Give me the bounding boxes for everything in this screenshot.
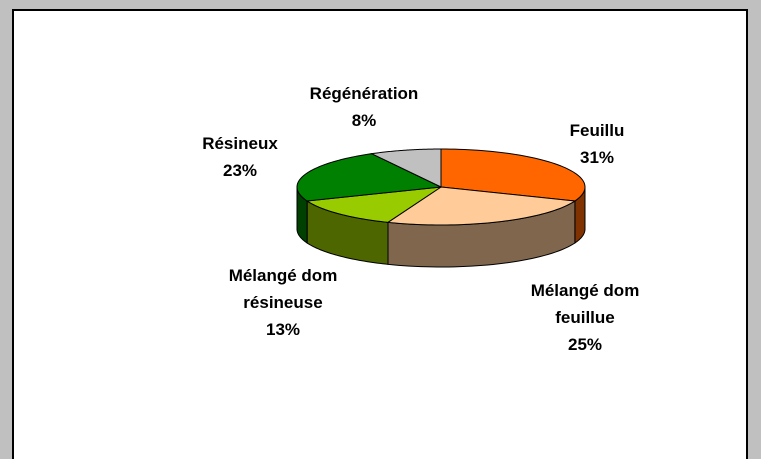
category-name: Mélangé dom résineuse	[228, 266, 338, 312]
slice-label: Mélangé dom feuillue 25%	[520, 277, 650, 358]
slice	[369, 148, 442, 188]
slice-label: Régénération 8%	[289, 80, 439, 134]
category-name: Feuillu	[569, 121, 625, 140]
slice-label: Mélangé dom résineuse 13%	[228, 262, 338, 343]
category-name: Résineux	[202, 134, 278, 153]
slice-label: Feuillu 31%	[557, 117, 637, 171]
value-label: 31%	[579, 148, 615, 167]
slice	[305, 186, 442, 223]
slice	[440, 148, 586, 202]
slice-label: Résineux 23%	[190, 130, 290, 184]
value-label: 8%	[351, 111, 377, 130]
category-name: Régénération	[309, 84, 419, 103]
value-label: 23%	[222, 161, 258, 180]
slice	[296, 153, 443, 202]
category-name: Mélangé dom feuillue	[530, 281, 640, 327]
value-label: 13%	[265, 320, 301, 339]
slice	[386, 186, 577, 226]
value-label: 25%	[567, 335, 603, 354]
